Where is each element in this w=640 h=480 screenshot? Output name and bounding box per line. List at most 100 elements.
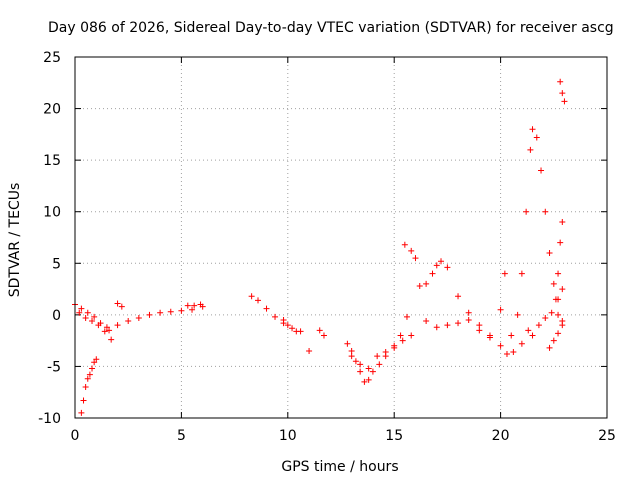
data-point xyxy=(559,286,566,293)
data-point xyxy=(433,262,440,269)
data-point xyxy=(476,327,483,334)
data-point xyxy=(365,376,372,383)
y-tick-label: 5 xyxy=(52,256,61,272)
data-point xyxy=(523,208,530,215)
data-point xyxy=(184,302,191,309)
series-arc-l xyxy=(465,270,508,341)
data-point xyxy=(561,98,568,105)
data-point xyxy=(101,328,108,335)
data-point xyxy=(535,322,542,329)
series-arc-p xyxy=(546,322,566,351)
data-point xyxy=(476,322,483,329)
data-point xyxy=(497,306,504,313)
data-point xyxy=(465,317,472,324)
data-point xyxy=(542,314,549,321)
data-point xyxy=(369,368,376,375)
data-point xyxy=(197,301,204,308)
y-tick-label: -5 xyxy=(47,359,61,375)
data-point xyxy=(272,313,279,320)
data-point xyxy=(555,311,562,318)
data-point xyxy=(416,282,423,289)
data-point xyxy=(412,255,419,262)
x-tick-label: 0 xyxy=(71,428,80,444)
data-point xyxy=(465,309,472,316)
series-arc-n xyxy=(529,309,566,339)
y-tick-label: 0 xyxy=(52,308,61,324)
data-point xyxy=(89,365,96,372)
series-arc-e xyxy=(114,300,204,310)
data-points xyxy=(72,78,568,416)
data-point xyxy=(429,270,436,277)
series-arc-k xyxy=(423,258,532,358)
data-point xyxy=(391,342,398,349)
data-point xyxy=(518,340,525,347)
data-point xyxy=(529,332,536,339)
data-point xyxy=(546,249,553,256)
series-arc-j xyxy=(401,241,462,331)
data-point xyxy=(157,309,164,316)
data-point xyxy=(408,247,415,254)
data-point xyxy=(397,332,404,339)
data-point xyxy=(510,348,517,355)
series-arc-o xyxy=(552,219,566,303)
y-tick-label: 25 xyxy=(43,50,61,66)
data-point xyxy=(399,337,406,344)
data-point xyxy=(86,371,93,378)
data-point xyxy=(518,270,525,277)
series-arc-d xyxy=(106,303,206,334)
series-arc-h xyxy=(344,313,410,385)
data-point xyxy=(361,378,368,385)
data-point xyxy=(444,264,451,271)
data-point xyxy=(125,318,132,325)
data-point xyxy=(365,365,372,372)
data-point xyxy=(508,332,515,339)
y-tick-label: 15 xyxy=(43,153,61,169)
data-point xyxy=(514,311,521,318)
data-point xyxy=(501,270,508,277)
data-point xyxy=(78,305,85,312)
data-point xyxy=(320,332,327,339)
data-point xyxy=(525,327,532,334)
data-point xyxy=(316,327,323,334)
data-point xyxy=(91,359,98,366)
data-point xyxy=(82,314,89,321)
x-tick-label: 5 xyxy=(177,428,186,444)
data-point xyxy=(548,309,555,316)
data-point xyxy=(503,351,510,358)
x-tick-label: 20 xyxy=(492,428,510,444)
series-arc-q xyxy=(557,78,568,105)
data-point xyxy=(546,344,553,351)
data-point xyxy=(403,313,410,320)
y-tick-label: 10 xyxy=(43,205,61,221)
data-point xyxy=(555,270,562,277)
series-arc-a xyxy=(72,301,110,331)
data-point xyxy=(78,409,85,416)
data-point xyxy=(555,330,562,337)
data-point xyxy=(289,325,296,332)
data-point xyxy=(293,328,300,335)
data-point xyxy=(80,397,87,404)
data-point xyxy=(106,327,113,334)
data-point xyxy=(191,302,198,309)
y-axis-label: SDTVAR / TECUs xyxy=(7,183,23,298)
data-point xyxy=(533,134,540,141)
x-tick-label: 15 xyxy=(385,428,403,444)
data-point xyxy=(248,293,255,300)
data-point xyxy=(84,309,91,316)
y-tick-label: -10 xyxy=(38,411,61,427)
data-point xyxy=(455,320,462,327)
data-point xyxy=(357,368,364,375)
data-point xyxy=(167,308,174,315)
data-point xyxy=(108,336,115,343)
data-point xyxy=(118,303,125,310)
data-point xyxy=(408,332,415,339)
data-point xyxy=(455,293,462,300)
data-point xyxy=(529,126,536,133)
y-tick-labels: -10 -5 0 5 10 15 20 25 xyxy=(38,50,61,427)
data-point xyxy=(95,322,102,329)
data-point xyxy=(84,375,91,382)
data-point xyxy=(344,340,351,347)
data-point xyxy=(263,305,270,312)
data-point xyxy=(76,309,83,316)
